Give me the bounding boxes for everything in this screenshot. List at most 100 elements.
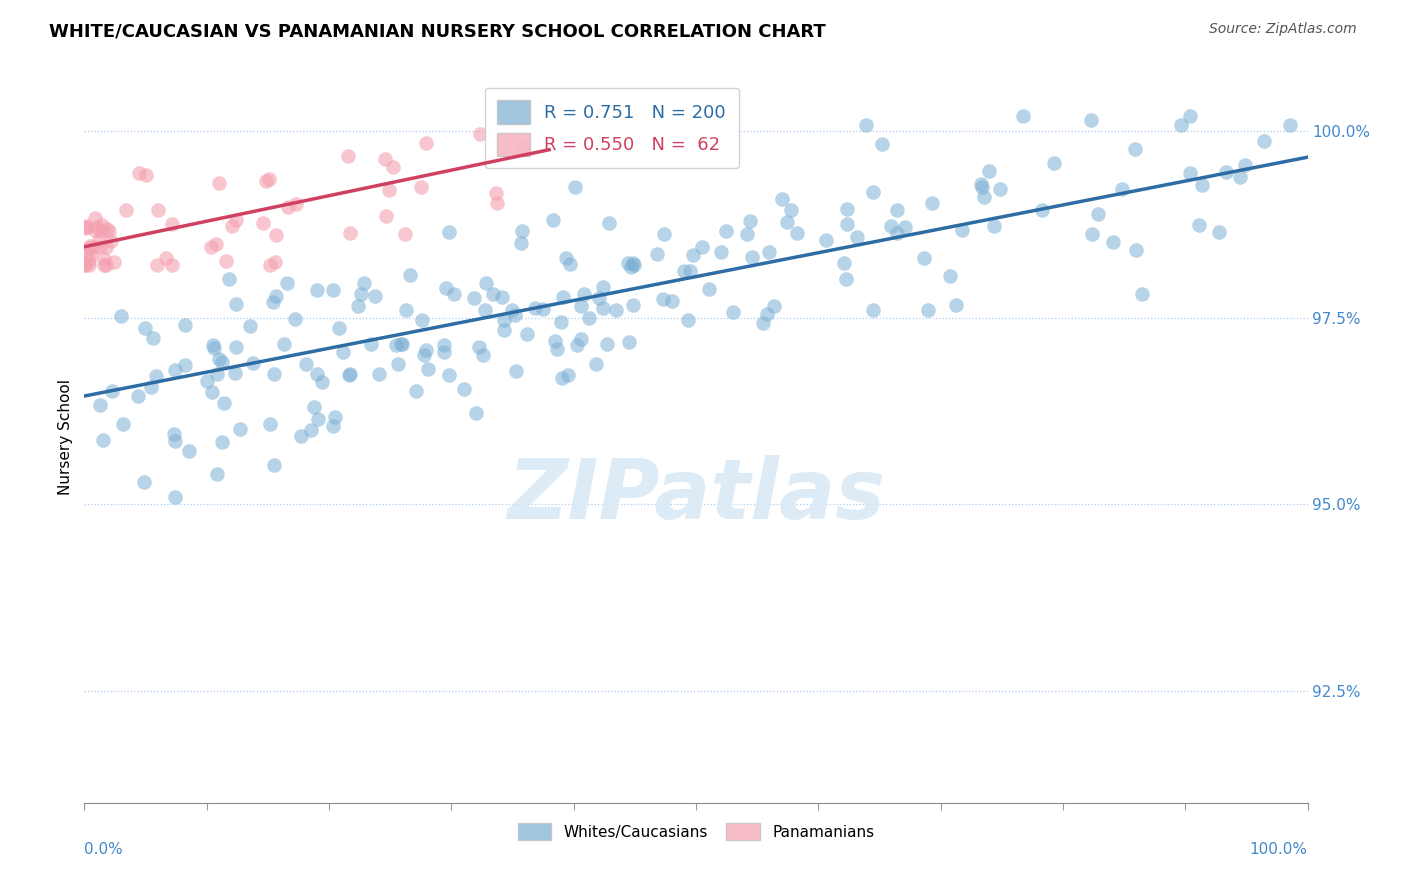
- Point: [200, 240, 222, 254]
- Point: [433, 344, 456, 359]
- Point: [257, 172, 280, 186]
- Point: [835, 217, 858, 231]
- Point: [523, 301, 546, 316]
- Point: [716, 224, 738, 238]
- Point: [93, 259, 115, 273]
- Point: [886, 226, 908, 240]
- Point: [360, 337, 382, 351]
- Point: [162, 427, 184, 442]
- Point: [195, 374, 218, 388]
- Point: [405, 384, 427, 399]
- Point: [350, 287, 373, 301]
- Point: [970, 178, 993, 192]
- Point: [83, 240, 105, 254]
- Point: [290, 429, 312, 443]
- Point: [682, 248, 704, 262]
- Point: [596, 336, 619, 351]
- Point: [174, 318, 197, 332]
- Point: [512, 224, 534, 238]
- Point: [862, 303, 884, 318]
- Point: [886, 203, 908, 218]
- Point: [983, 219, 1005, 233]
- Point: [299, 423, 322, 437]
- Point: [988, 182, 1011, 196]
- Point: [950, 223, 973, 237]
- Point: [550, 370, 572, 384]
- Point: [391, 337, 413, 351]
- Point: [588, 291, 610, 305]
- Point: [661, 294, 683, 309]
- Point: [73, 259, 96, 273]
- Point: [541, 213, 564, 227]
- Point: [307, 412, 329, 426]
- Point: [202, 338, 225, 352]
- Point: [453, 382, 475, 396]
- Point: [855, 118, 877, 132]
- Point: [77, 254, 100, 268]
- Point: [208, 351, 231, 366]
- Point: [115, 202, 138, 217]
- Point: [835, 272, 858, 286]
- Point: [135, 168, 157, 182]
- Point: [533, 301, 555, 316]
- Point: [415, 136, 437, 150]
- Point: [163, 434, 186, 449]
- Text: Source: ZipAtlas.com: Source: ZipAtlas.com: [1209, 22, 1357, 37]
- Point: [96, 222, 118, 236]
- Point: [475, 276, 498, 290]
- Point: [1080, 113, 1102, 128]
- Point: [546, 343, 568, 357]
- Point: [690, 240, 713, 254]
- Point: [1188, 218, 1211, 232]
- Point: [572, 287, 595, 301]
- Point: [741, 250, 763, 264]
- Point: [1111, 182, 1133, 196]
- Point: [91, 218, 114, 232]
- Point: [786, 227, 808, 241]
- Point: [339, 226, 361, 240]
- Point: [97, 224, 120, 238]
- Point: [1191, 178, 1213, 193]
- Point: [322, 419, 344, 434]
- Point: [75, 248, 97, 262]
- Point: [977, 164, 1000, 178]
- Point: [491, 290, 513, 304]
- Text: WHITE/CAUCASIAN VS PANAMANIAN NURSERY SCHOOL CORRELATION CHART: WHITE/CAUCASIAN VS PANAMANIAN NURSERY SC…: [49, 22, 825, 40]
- Point: [1229, 170, 1251, 185]
- Point: [285, 197, 308, 211]
- Point: [571, 299, 593, 313]
- Point: [678, 313, 700, 327]
- Point: [409, 180, 432, 194]
- Point: [834, 255, 856, 269]
- Point: [205, 367, 228, 381]
- Point: [77, 240, 100, 254]
- Point: [945, 298, 967, 312]
- Point: [101, 384, 124, 398]
- Point: [492, 313, 515, 327]
- Point: [1125, 243, 1147, 257]
- Point: [263, 458, 285, 472]
- Point: [1012, 109, 1035, 123]
- Point: [91, 433, 114, 447]
- Point: [146, 203, 169, 218]
- Point: [550, 315, 572, 329]
- Point: [756, 307, 779, 321]
- Point: [142, 331, 165, 345]
- Point: [83, 223, 105, 237]
- Point: [221, 219, 243, 233]
- Point: [652, 227, 675, 242]
- Point: [89, 398, 111, 412]
- Point: [215, 253, 238, 268]
- Point: [387, 357, 409, 371]
- Point: [846, 230, 869, 244]
- Point: [972, 179, 994, 194]
- Point: [621, 298, 644, 312]
- Point: [758, 244, 780, 259]
- Point: [1101, 235, 1123, 250]
- Point: [165, 363, 187, 377]
- Point: [1170, 118, 1192, 132]
- Point: [468, 128, 491, 142]
- Point: [336, 149, 359, 163]
- Point: [353, 276, 375, 290]
- Point: [411, 313, 433, 327]
